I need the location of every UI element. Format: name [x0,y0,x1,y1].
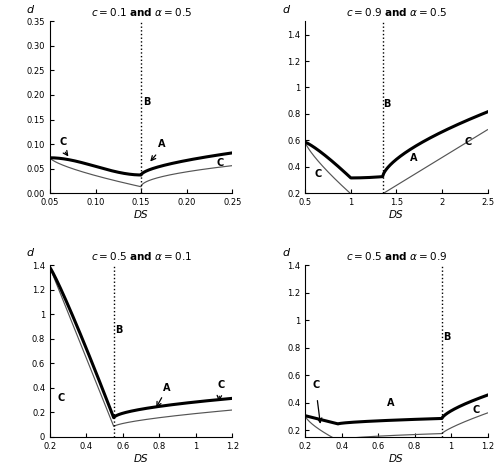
Text: $d$: $d$ [26,2,36,15]
Text: A: A [158,139,165,149]
Text: $d$: $d$ [282,247,290,258]
Title: $c = 0.1$ and $\alpha = 0.5$: $c = 0.1$ and $\alpha = 0.5$ [90,6,192,18]
Text: $d$: $d$ [282,2,290,15]
X-axis label: $DS$: $DS$ [388,209,404,220]
Title: $c = 0.5$ and $\alpha = 0.9$: $c = 0.5$ and $\alpha = 0.9$ [346,250,447,262]
Text: C: C [464,137,472,147]
Text: C: C [312,380,320,390]
Text: B: B [382,99,390,109]
X-axis label: $DS$: $DS$ [133,209,150,220]
Text: C: C [473,405,480,415]
Text: A: A [387,398,394,408]
Text: B: B [443,332,450,342]
Text: B: B [114,325,122,335]
Text: A: A [410,153,418,163]
Title: $c = 0.9$ and $\alpha = 0.5$: $c = 0.9$ and $\alpha = 0.5$ [346,6,447,18]
Title: $c = 0.5$ and $\alpha = 0.1$: $c = 0.5$ and $\alpha = 0.1$ [90,250,192,262]
Text: $d$: $d$ [26,247,36,258]
Text: A: A [163,383,170,393]
Text: C: C [217,158,224,168]
Text: C: C [58,393,64,403]
Text: C: C [314,169,322,179]
Text: C: C [218,380,225,390]
Text: C: C [59,136,66,146]
X-axis label: $DS$: $DS$ [388,452,404,464]
X-axis label: $DS$: $DS$ [133,452,150,464]
Text: B: B [143,97,150,107]
